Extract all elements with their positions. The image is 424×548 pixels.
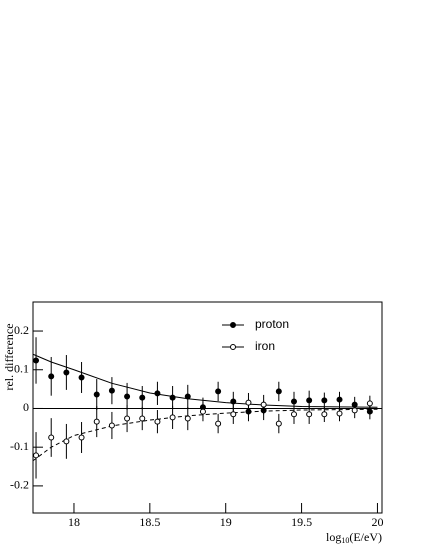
legend-marker bbox=[230, 322, 236, 328]
x-tick-label: 18 bbox=[68, 515, 80, 529]
data-point bbox=[48, 373, 55, 380]
data-point bbox=[230, 398, 237, 405]
x-label-base: log bbox=[326, 530, 341, 544]
data-point bbox=[306, 397, 313, 404]
data-point bbox=[108, 422, 115, 429]
data-point bbox=[63, 369, 70, 376]
data-point bbox=[184, 415, 191, 422]
data-point bbox=[260, 401, 267, 408]
data-point bbox=[290, 398, 297, 405]
data-point bbox=[139, 394, 146, 401]
x-tick-label: 19.5 bbox=[291, 515, 312, 529]
data-point bbox=[154, 418, 161, 425]
x-label-sub: 10 bbox=[341, 536, 349, 545]
data-point bbox=[245, 399, 252, 406]
data-point bbox=[169, 394, 176, 401]
data-point bbox=[230, 411, 237, 418]
y-axis-label: rel. difference bbox=[2, 323, 16, 390]
data-point bbox=[93, 418, 100, 425]
legend-label: iron bbox=[255, 339, 275, 353]
y-tick-label: -0.1 bbox=[10, 439, 29, 453]
data-point bbox=[139, 415, 146, 422]
x-axis-label: log10(E/eV) bbox=[326, 530, 382, 545]
legend-marker bbox=[230, 344, 236, 350]
data-point bbox=[351, 407, 358, 414]
x-tick-label: 19 bbox=[220, 515, 232, 529]
data-point bbox=[78, 434, 85, 441]
data-point bbox=[78, 374, 85, 381]
data-point bbox=[275, 388, 282, 395]
x-label-rest: (E/eV) bbox=[349, 530, 382, 544]
data-point bbox=[108, 387, 115, 394]
y-tick-label: 0.1 bbox=[14, 362, 29, 376]
data-point bbox=[336, 410, 343, 417]
fit-curve bbox=[32, 408, 378, 462]
data-point bbox=[169, 414, 176, 421]
data-point bbox=[154, 390, 161, 397]
data-point bbox=[33, 357, 40, 364]
data-point bbox=[33, 452, 40, 459]
data-point bbox=[63, 438, 70, 445]
data-point bbox=[366, 400, 373, 407]
data-point bbox=[184, 393, 191, 400]
data-point bbox=[48, 434, 55, 441]
data-point bbox=[199, 408, 206, 415]
data-point bbox=[215, 388, 222, 395]
data-point bbox=[321, 411, 328, 418]
data-point bbox=[124, 393, 131, 400]
data-point bbox=[93, 391, 100, 398]
data-point bbox=[290, 411, 297, 418]
data-point bbox=[275, 420, 282, 427]
legend-label: proton bbox=[255, 317, 289, 331]
data-point bbox=[215, 420, 222, 427]
x-tick-label: 20 bbox=[371, 515, 383, 529]
data-point bbox=[124, 415, 131, 422]
data-point bbox=[336, 396, 343, 403]
plot-frame bbox=[32, 301, 383, 514]
x-tick-label: 18.5 bbox=[139, 515, 160, 529]
y-tick-label: 0.2 bbox=[14, 323, 29, 337]
data-point bbox=[306, 411, 313, 418]
data-point bbox=[321, 397, 328, 404]
y-tick-label: 0 bbox=[23, 400, 29, 414]
y-tick-label: -0.2 bbox=[10, 478, 29, 492]
